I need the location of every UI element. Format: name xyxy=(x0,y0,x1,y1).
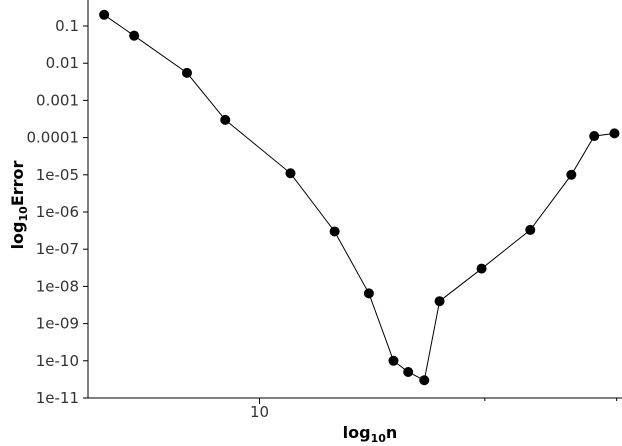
y-tick-label: 0.001 xyxy=(36,91,79,109)
y-tick-label: 1e-08 xyxy=(36,277,79,295)
y-tick-label: 0.1 xyxy=(55,17,79,35)
y-tick-label: 1e-09 xyxy=(36,315,79,333)
data-point xyxy=(434,296,445,307)
data-point xyxy=(285,168,296,179)
data-point xyxy=(329,226,340,237)
data-point xyxy=(476,263,487,274)
data-point xyxy=(589,131,600,142)
y-tick-label: 1e-10 xyxy=(36,352,79,370)
y-tick-label: 1e-07 xyxy=(36,240,79,258)
data-point xyxy=(525,224,536,235)
y-tick-label: 0.0001 xyxy=(27,129,80,147)
data-point xyxy=(129,30,140,41)
data-point xyxy=(181,67,192,78)
x-axis-ticks: 10 xyxy=(250,398,618,421)
x-axis-title: log10n xyxy=(343,423,398,445)
data-point xyxy=(403,366,414,377)
series-points xyxy=(99,9,620,386)
x-tick-label: 10 xyxy=(250,403,269,421)
data-point xyxy=(609,128,620,139)
y-tick-label: 0.01 xyxy=(46,54,79,72)
data-point xyxy=(566,169,577,180)
data-point xyxy=(363,288,374,299)
axes xyxy=(87,0,622,399)
plot-area xyxy=(99,9,620,386)
y-tick-label: 1e-05 xyxy=(36,166,79,184)
data-point xyxy=(99,9,110,20)
y-axis-title: log10Error xyxy=(8,160,30,249)
y-tick-label: 1e-06 xyxy=(36,203,79,221)
data-point xyxy=(419,375,430,386)
series-line xyxy=(103,14,615,382)
data-point xyxy=(220,114,231,125)
data-point xyxy=(388,355,399,366)
y-tick-label: 1e-11 xyxy=(36,389,79,407)
y-axis-ticks: 0.1 0.01 0.001 0.0001 1e-05 1e-06 1e-07 1e-08 1e… xyxy=(27,17,88,407)
